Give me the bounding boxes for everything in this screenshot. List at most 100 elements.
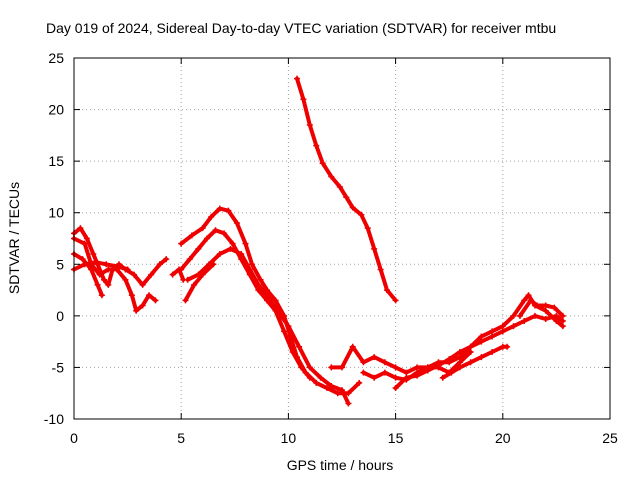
data-point-marker [263, 292, 270, 299]
data-point-marker [293, 75, 300, 82]
data-point-marker [392, 385, 399, 392]
data-point-marker [156, 261, 163, 268]
data-point-marker [377, 266, 384, 273]
data-point-marker [319, 160, 326, 167]
data-point-marker [435, 362, 442, 369]
data-point-marker [403, 374, 410, 381]
data-point-marker [328, 364, 335, 371]
data-point-marker [499, 323, 506, 330]
data-point-marker [521, 297, 528, 304]
data-point-marker [90, 250, 97, 257]
data-point-marker [98, 292, 105, 299]
y-tick-labels: -10 -5 0 5 10 15 20 25 [44, 50, 64, 427]
data-point-marker [525, 292, 532, 299]
data-point-marker [148, 271, 155, 278]
data-point-marker [257, 276, 264, 283]
data-point-marker [216, 250, 223, 257]
data-point-marker [499, 328, 506, 335]
data-point-marker [81, 240, 88, 247]
data-point-marker [343, 194, 350, 201]
data-point-marker [105, 266, 112, 273]
x-tick-label: 10 [281, 430, 297, 446]
data-point-marker [553, 312, 560, 319]
y-axis-label: SDTVAR / TECUs [6, 182, 22, 294]
x-tick-labels: 0 5 10 15 20 25 [70, 430, 618, 446]
data-point-marker [191, 281, 198, 288]
y-tick-label: 0 [56, 308, 64, 324]
data-point-marker [203, 235, 210, 242]
y-tick-label: 10 [48, 205, 64, 221]
data-point-marker [531, 312, 538, 319]
chart-title: Day 019 of 2024, Sidereal Day-to-day VTE… [46, 20, 556, 36]
data-point-marker [221, 230, 228, 237]
data-point-marker [313, 142, 320, 149]
series-track-i [183, 262, 216, 303]
data-point-marker [169, 271, 176, 278]
data-point-marker [227, 245, 234, 252]
data-point-marker [403, 369, 410, 376]
data-point-marker [281, 328, 288, 335]
data-point-marker [285, 323, 292, 330]
data-point-marker [510, 323, 517, 330]
data-point-marker [225, 207, 232, 214]
x-tick-label: 15 [388, 430, 404, 446]
y-tick-label: -10 [44, 411, 64, 427]
data-point-marker [504, 343, 511, 350]
data-point-marker [248, 261, 255, 268]
data-point-marker [424, 367, 431, 374]
data-point-marker [79, 256, 86, 263]
data-point-marker [238, 250, 245, 257]
data-point-marker [328, 173, 335, 180]
data-point-marker [551, 304, 558, 311]
data-point-marker [414, 364, 421, 371]
data-point-marker [101, 276, 108, 283]
data-point-marker [336, 183, 343, 190]
data-point-marker [306, 122, 313, 129]
data-point-marker [478, 333, 485, 340]
data-point-marker [83, 235, 90, 242]
data-point-marker [527, 297, 534, 304]
data-point-marker [306, 364, 313, 371]
data-point-marker [345, 390, 352, 397]
data-point-marker [272, 297, 279, 304]
data-point-marker [542, 315, 549, 322]
data-point-marker [456, 359, 463, 366]
data-point-marker [186, 256, 193, 263]
axis-ticks [73, 57, 611, 420]
data-point-marker [77, 225, 84, 232]
data-point-marker [199, 271, 206, 278]
data-point-marker [478, 354, 485, 361]
data-point-marker [542, 307, 549, 314]
data-point-marker [559, 318, 566, 325]
data-point-marker [456, 354, 463, 361]
data-point-marker [553, 318, 560, 325]
plot-frame [73, 57, 611, 420]
series-track-o [518, 298, 565, 318]
data-point-marker [92, 259, 99, 266]
y-tick-label: 5 [56, 256, 64, 272]
data-point-marker [317, 374, 324, 381]
data-point-marker [323, 385, 330, 392]
data-point-marker [534, 302, 541, 309]
y-tick-label: -5 [52, 359, 65, 375]
data-point-marker [339, 387, 345, 394]
data-point-marker [306, 374, 313, 381]
data-point-marker [381, 359, 388, 366]
data-point-marker [392, 297, 399, 304]
data-point-marker [298, 364, 305, 371]
data-point-marker [328, 382, 335, 389]
data-point-marker [414, 372, 421, 379]
data-point-marker [296, 343, 303, 350]
x-tick-label: 25 [602, 430, 618, 446]
data-point-marker [300, 96, 307, 103]
y-tick-label: 20 [48, 102, 64, 118]
data-point-marker [448, 369, 455, 376]
data-point-marker [456, 364, 463, 371]
data-point-marker [274, 307, 281, 314]
data-point-marker [489, 333, 496, 340]
x-tick-label: 20 [495, 430, 511, 446]
data-point-marker [131, 271, 138, 278]
series-track-c [72, 236, 158, 313]
y-tick-label: 15 [48, 153, 64, 169]
data-point-marker [139, 281, 146, 288]
